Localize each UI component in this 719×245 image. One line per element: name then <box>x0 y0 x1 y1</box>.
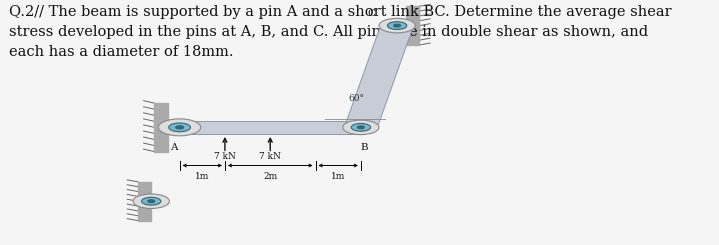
Text: 60°: 60° <box>349 94 365 103</box>
Circle shape <box>133 194 170 208</box>
Text: 1m: 1m <box>331 172 345 181</box>
Circle shape <box>142 197 161 205</box>
Circle shape <box>343 120 379 135</box>
Text: Q.2// The beam is supported by a pin A and a short link BC. Determine the averag: Q.2// The beam is supported by a pin A a… <box>9 5 672 59</box>
Bar <box>155 103 168 152</box>
Circle shape <box>388 22 407 29</box>
Circle shape <box>148 200 155 203</box>
Circle shape <box>351 123 370 131</box>
Text: 7 kN: 7 kN <box>214 152 236 161</box>
Circle shape <box>169 123 191 132</box>
Bar <box>406 6 419 45</box>
Text: 1m: 1m <box>195 172 209 181</box>
Circle shape <box>379 18 415 33</box>
Text: C: C <box>367 9 376 18</box>
Circle shape <box>394 24 400 27</box>
Circle shape <box>176 126 183 129</box>
Bar <box>138 182 151 220</box>
Bar <box>180 121 361 134</box>
Circle shape <box>357 126 365 129</box>
Text: B: B <box>360 143 367 152</box>
Circle shape <box>158 119 201 136</box>
Text: 7 kN: 7 kN <box>260 152 281 161</box>
Text: 2m: 2m <box>263 172 278 181</box>
Polygon shape <box>345 23 413 130</box>
Text: A: A <box>170 143 178 152</box>
